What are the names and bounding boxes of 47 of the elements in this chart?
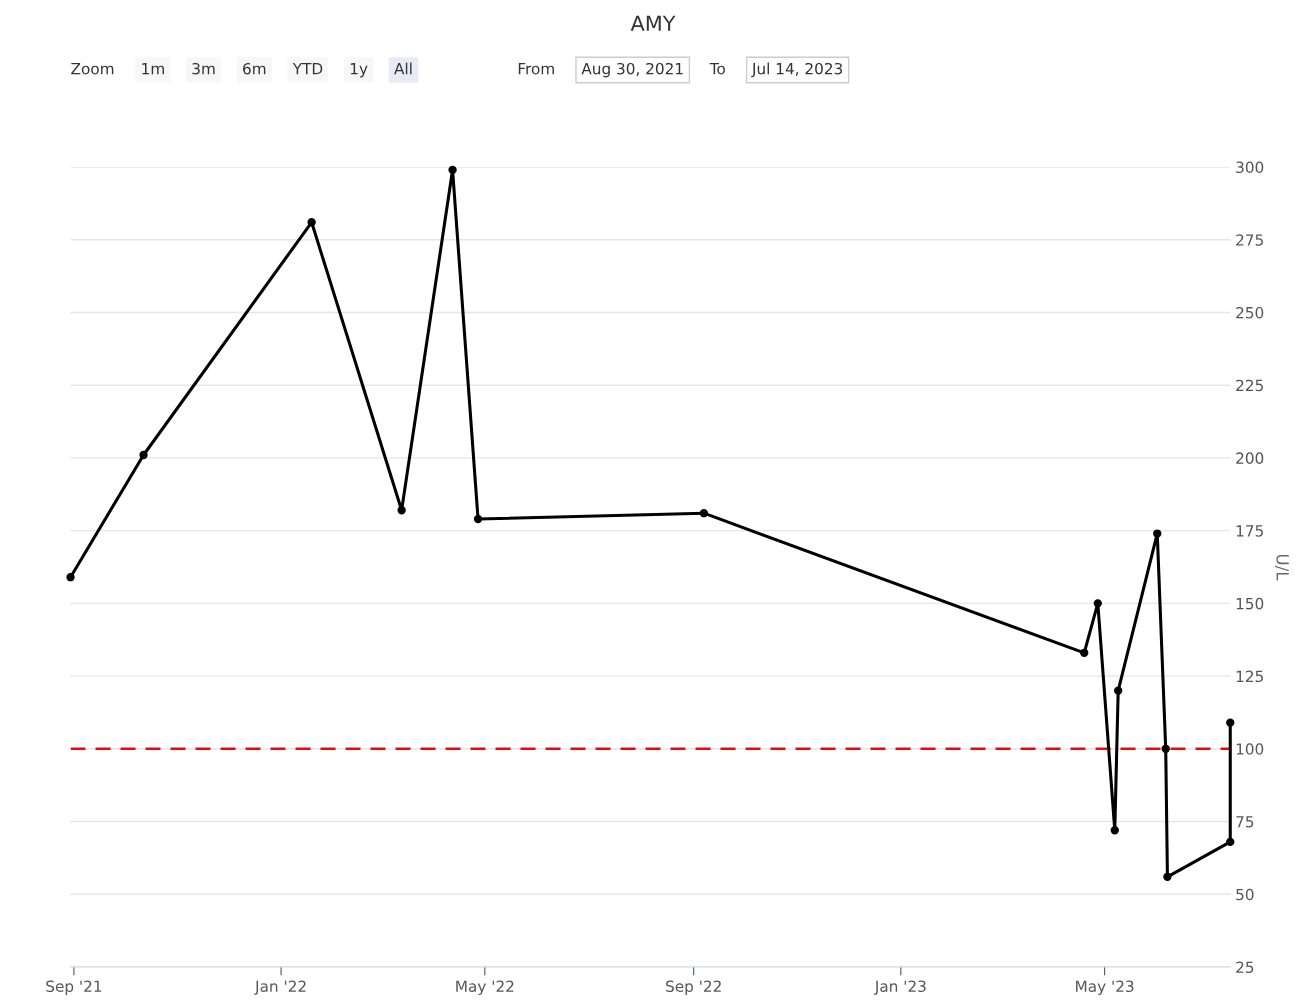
y-tick-label: 75 — [1236, 816, 1254, 828]
point — [1080, 648, 1089, 657]
text: 6m — [243, 62, 266, 75]
text: From — [518, 63, 554, 75]
text: Zoom — [71, 63, 114, 75]
x-tick-label: Jan '22 — [254, 980, 306, 995]
text: Jul 14, 2023 — [751, 62, 843, 78]
y-tick-label: 50 — [1236, 888, 1254, 901]
y-tick-label: 225 — [1236, 379, 1263, 392]
point — [699, 509, 709, 518]
y-tick-label: 150 — [1236, 597, 1264, 610]
point — [1163, 872, 1172, 881]
point — [1153, 529, 1162, 538]
text: YTD — [292, 63, 323, 75]
x-tick-label: Sep '22 — [666, 980, 721, 995]
point — [1093, 599, 1102, 608]
chart-title: AMY — [630, 15, 676, 31]
y-tick-label: 200 — [1236, 452, 1264, 464]
text: To — [709, 63, 725, 75]
x-tick-label: May '23 — [1076, 980, 1134, 995]
point — [1110, 826, 1119, 835]
y-tick-label: 175 — [1236, 525, 1263, 537]
point — [1226, 837, 1235, 847]
y-tick-label: 300 — [1236, 161, 1264, 174]
y-tick-label: 100 — [1236, 743, 1264, 755]
point — [307, 218, 316, 227]
point — [1226, 718, 1235, 727]
text: 1m — [142, 63, 164, 75]
point — [1114, 686, 1123, 695]
y-tick-label: 275 — [1236, 234, 1263, 246]
point — [448, 165, 457, 175]
y-tick-label: 25 — [1236, 961, 1254, 974]
text: 1y — [350, 63, 368, 78]
point — [1161, 744, 1170, 753]
text: 3m — [192, 62, 215, 75]
x-tick-label: Sep '21 — [46, 980, 102, 995]
y-tick-label: 250 — [1236, 306, 1264, 319]
point — [66, 573, 75, 582]
y-axis-title: U/L — [1275, 554, 1289, 581]
point — [397, 506, 406, 515]
text: All — [394, 62, 412, 75]
text: Aug 30, 2021 — [581, 62, 683, 78]
x-tick-label: May '22 — [456, 980, 514, 995]
x-tick-label: Jan '23 — [874, 980, 926, 995]
y-tick-label: 125 — [1236, 670, 1263, 683]
point — [473, 514, 483, 524]
point — [139, 450, 148, 460]
